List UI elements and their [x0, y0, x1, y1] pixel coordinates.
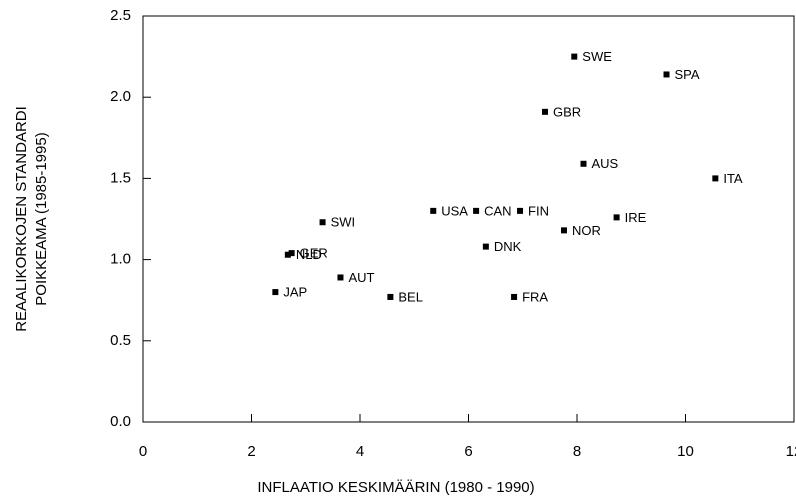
point-label: SWE: [582, 49, 612, 64]
point: [272, 289, 279, 296]
x-tick-label: 10: [677, 443, 694, 460]
point-label: DNK: [494, 239, 522, 254]
point: [517, 207, 524, 214]
point-label: IRE: [625, 210, 647, 225]
point-label: GER: [300, 246, 328, 261]
x-tick-label: 8: [573, 443, 581, 460]
point-label: NOR: [572, 223, 601, 238]
x-tick-label: 0: [139, 443, 147, 460]
point-label: ITA: [723, 171, 743, 186]
point: [613, 214, 620, 221]
y-tick-label: 1.0: [110, 251, 131, 268]
x-axis-label: INFLAATIO KESKIMÄÄRIN (1980 - 1990): [257, 479, 534, 496]
point: [541, 108, 548, 115]
point: [430, 207, 437, 214]
point: [387, 293, 394, 300]
y-tick-label: 2.5: [110, 7, 131, 24]
x-tick-label: 2: [247, 443, 255, 460]
point: [288, 250, 295, 257]
point: [482, 243, 489, 250]
point-label: BEL: [398, 289, 423, 304]
point: [580, 160, 587, 167]
x-tick-label: 12: [786, 443, 796, 460]
point: [511, 293, 518, 300]
point-label: GBR: [553, 104, 581, 119]
y-tick-label: 0.0: [110, 413, 131, 430]
point: [284, 251, 291, 258]
x-tick-label: 6: [464, 443, 472, 460]
point-label: CAN: [484, 203, 511, 218]
point: [712, 175, 719, 182]
point: [337, 274, 344, 281]
point-label: FIN: [528, 203, 549, 218]
point-label: SPA: [675, 67, 700, 82]
point: [319, 219, 326, 226]
point-label: FRA: [522, 289, 548, 304]
point: [473, 207, 480, 214]
y-axis-label: POIKKEAMA (1985-1995): [33, 132, 50, 305]
point-label: USA: [441, 203, 468, 218]
point-label: NLD: [296, 247, 322, 262]
point: [560, 227, 567, 234]
point: [571, 53, 578, 60]
point-label: AUS: [592, 156, 619, 171]
y-tick-label: 1.5: [110, 169, 131, 186]
point-label: AUT: [348, 270, 374, 285]
point: [663, 71, 670, 78]
y-axis-label: REAALIKORKOJEN STANDARDI: [13, 106, 30, 332]
y-tick-label: 0.5: [110, 332, 131, 349]
point-label: JAP: [283, 285, 307, 300]
y-tick-label: 2.0: [110, 88, 131, 105]
x-tick-label: 4: [356, 443, 364, 460]
point-label: SWI: [331, 215, 356, 230]
